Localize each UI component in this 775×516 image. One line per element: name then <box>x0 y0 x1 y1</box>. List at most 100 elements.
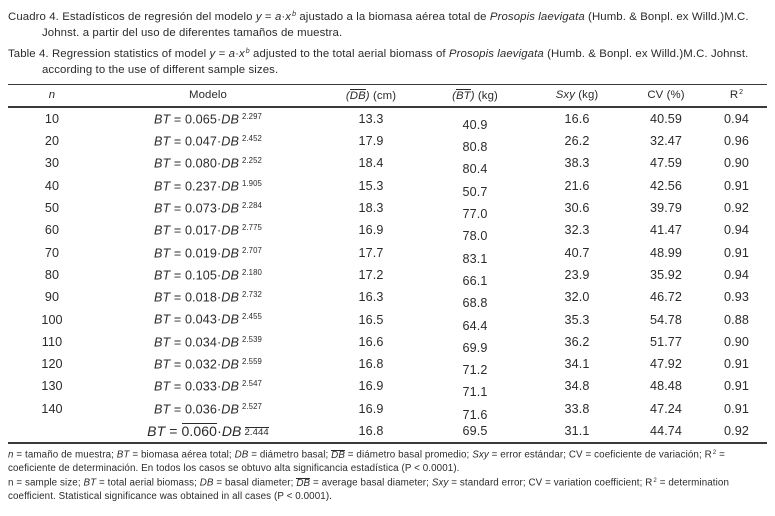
cell-avg-basal-diameter: 16.8 <box>320 420 422 443</box>
cell-avg-total-biomass: 80.8 <box>422 130 528 155</box>
table-row: 140 BT = 0.036·DB 2.527 16.9 71.6 33.8 47.24 0.… <box>8 398 767 422</box>
column-header-r2: R2 <box>706 84 767 107</box>
text-segment: 26.2 <box>564 134 590 149</box>
text-segment: (kg) <box>474 89 498 102</box>
text-segment: 50 <box>44 201 60 216</box>
table-row: 70 BT = 0.019·DB 2.707 17.7 83.1 40.7 48.99 0.9… <box>8 242 767 266</box>
cell-model: BT = 0.018·DB 2.732 <box>96 286 320 308</box>
text-segment: Cuadro 4. Estadísticos de regresión del … <box>8 10 256 23</box>
text-segment: 0.018 <box>184 290 217 305</box>
cell-sample-size <box>8 420 96 443</box>
text-segment: = <box>170 245 185 260</box>
text-segment: 15.3 <box>358 178 384 193</box>
text-segment: 0.92 <box>724 424 749 439</box>
cell-sample-size: 20 <box>8 130 96 152</box>
text-segment: DB <box>221 178 239 193</box>
cell-avg-basal-diameter: 17.9 <box>320 130 422 152</box>
cell-avg-total-biomass: 71.1 <box>422 375 528 399</box>
text-segment: 16.3 <box>358 290 384 305</box>
text-segment: a <box>228 47 236 60</box>
cell-standard-error: 31.1 <box>528 420 626 443</box>
text-segment: = error estándar; CV = coeficiente de va… <box>488 449 712 461</box>
text-segment: · <box>216 178 222 193</box>
table-row: 110 BT = 0.034·DB 2.539 16.6 69.9 36.2 51.77 0.… <box>8 331 767 355</box>
text-segment: BT <box>154 201 171 216</box>
text-segment: 2.559 <box>241 357 262 367</box>
cell-r-squared: 0.91 <box>706 175 767 197</box>
text-segment: · <box>216 312 222 327</box>
text-segment: 0.91 <box>724 245 749 260</box>
cell-standard-error: 30.6 <box>528 197 626 219</box>
cell-variation-coefficient: 44.74 <box>626 420 706 443</box>
text-segment: Sxy <box>555 89 575 102</box>
column-header-cv: CV (%) <box>626 84 706 107</box>
text-segment: 0.080 <box>184 156 217 171</box>
text-segment: 41.47 <box>649 223 682 238</box>
text-segment: BT <box>83 477 97 489</box>
text-segment: 20 <box>44 134 60 149</box>
cell-standard-error: 23.9 <box>528 264 626 286</box>
cell-avg-total-biomass: 77.0 <box>422 197 528 222</box>
text-segment: Modelo <box>189 89 227 102</box>
table-row-average: BT = 0.060·DB 2.444 16.8 69.5 31.1 44.74 0.92 <box>8 420 767 444</box>
footnote-english: n = sample size; BT = total aerial bioma… <box>8 475 767 503</box>
text-segment: Table 4. Regression statistics of model <box>8 47 210 60</box>
text-segment: 16.9 <box>358 401 384 416</box>
cell-standard-error: 40.7 <box>528 242 626 264</box>
cell-model: BT = 0.065·DB 2.297 <box>96 107 320 130</box>
text-segment: 2.527 <box>241 401 262 411</box>
cell-standard-error: 16.6 <box>528 107 626 130</box>
text-segment: 2.547 <box>241 379 262 389</box>
text-segment: 77.0 <box>462 207 488 222</box>
text-segment: 2.732 <box>241 290 262 300</box>
text-segment: 0.065 <box>184 112 217 127</box>
text-segment: 2 <box>739 89 744 97</box>
text-segment: n = sample size; <box>8 477 84 489</box>
text-segment: 0.105 <box>184 268 217 283</box>
text-segment: 71.6 <box>462 407 488 422</box>
cell-sample-size: 10 <box>8 107 96 130</box>
cell-model: BT = 0.019·DB 2.707 <box>96 242 320 264</box>
text-segment: DB <box>221 134 239 149</box>
text-segment: ( <box>345 89 350 102</box>
text-segment: (Humb. & Bonpl. ex Willd.)M.C. Johnst. a… <box>42 47 749 76</box>
text-segment: BT <box>154 156 171 171</box>
text-segment: BT <box>154 357 171 372</box>
cell-variation-coefficient: 42.56 <box>626 175 706 197</box>
text-segment: ) <box>470 89 475 102</box>
text-segment: = <box>170 290 185 305</box>
column-header-bt: (BT) (kg) <box>422 84 528 107</box>
text-segment: 2.452 <box>241 134 262 144</box>
cell-avg-basal-diameter: 15.3 <box>320 175 422 197</box>
cell-r-squared: 0.88 <box>706 308 767 330</box>
text-segment: (kg) <box>575 89 599 102</box>
text-segment: 21.6 <box>564 178 590 193</box>
text-segment: · <box>216 112 222 127</box>
text-segment: BT <box>154 112 171 127</box>
text-segment: · <box>281 10 286 23</box>
cell-avg-total-biomass: 50.7 <box>422 175 528 199</box>
cell-avg-basal-diameter: 18.3 <box>320 197 422 219</box>
cell-variation-coefficient: 35.92 <box>626 264 706 286</box>
text-segment: 70 <box>44 245 60 260</box>
cell-avg-total-biomass: 68.8 <box>422 286 528 310</box>
text-segment: 0.94 <box>724 223 749 238</box>
text-segment: · <box>216 201 222 216</box>
text-segment: DB <box>234 449 249 461</box>
cell-avg-basal-diameter: 16.6 <box>320 331 422 353</box>
text-segment: DB <box>221 401 239 416</box>
cell-model: BT = 0.017·DB 2.775 <box>96 219 320 241</box>
text-segment: Sxy <box>472 449 489 461</box>
table-row: 100 BT = 0.043·DB 2.455 16.5 64.4 35.3 54.78 0.… <box>8 308 767 332</box>
text-segment: 80.8 <box>462 140 488 155</box>
text-segment: 2.539 <box>241 334 262 344</box>
regression-table: n Modelo (DB) (cm) (BT) (kg) Sxy (kg) CV (%) R… <box>8 84 767 444</box>
cell-model: BT = 0.237·DB 1.905 <box>96 175 320 197</box>
text-segment: = <box>170 156 185 171</box>
cell-standard-error: 34.1 <box>528 353 626 375</box>
text-segment: 23.9 <box>564 267 590 282</box>
column-header-n: n <box>8 84 96 107</box>
text-segment: · <box>216 357 222 372</box>
text-segment: 69.5 <box>462 424 488 439</box>
cell-model: BT = 0.032·DB 2.559 <box>96 353 320 375</box>
